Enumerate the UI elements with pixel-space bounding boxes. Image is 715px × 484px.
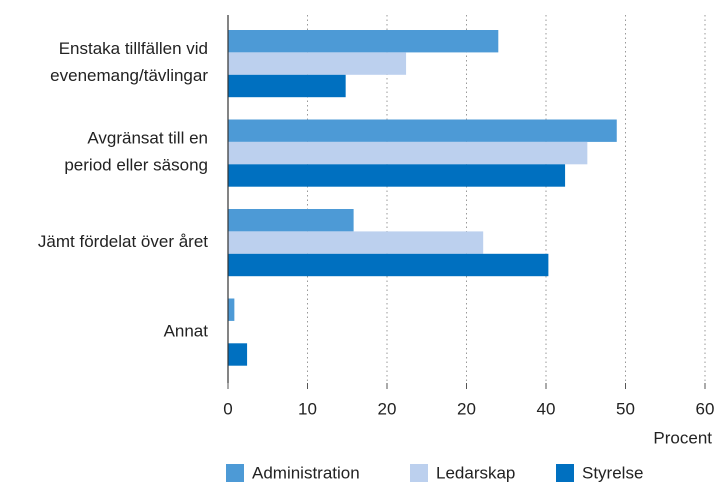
x-tick-label: 40 (537, 399, 556, 418)
bar (228, 343, 248, 366)
y-tick-label: Annat (164, 322, 209, 341)
bar (228, 141, 588, 165)
legend-label: Ledarskap (436, 463, 515, 482)
bar (228, 253, 549, 277)
x-axis-label: Procent (653, 428, 712, 447)
x-tick-label: 50 (616, 399, 635, 418)
legend-swatch (410, 464, 428, 482)
y-tick-label: Avgränsat till en period eller säsong (64, 129, 208, 175)
x-tick-label: 0 (223, 399, 232, 418)
legend-swatch (556, 464, 574, 482)
legend-swatch (226, 464, 244, 482)
legend-label: Styrelse (582, 463, 643, 482)
x-tick-label: 20 (378, 399, 397, 418)
bar (228, 74, 346, 98)
bar (228, 231, 484, 254)
y-tick-label: Jämt fördelat över året (38, 232, 208, 251)
bar (228, 119, 617, 142)
y-tick-label: Enstaka tillfällen vid evenemang/tävlinga… (50, 40, 208, 86)
legend-label: Administration (252, 463, 360, 482)
x-tick-label: 20 (457, 399, 476, 418)
x-tick-label: 10 (298, 399, 317, 418)
x-tick-label: 60 (696, 399, 715, 418)
bar (228, 298, 235, 321)
bar (228, 52, 407, 75)
bar (228, 164, 566, 187)
bar (228, 209, 354, 232)
bar (228, 30, 499, 53)
